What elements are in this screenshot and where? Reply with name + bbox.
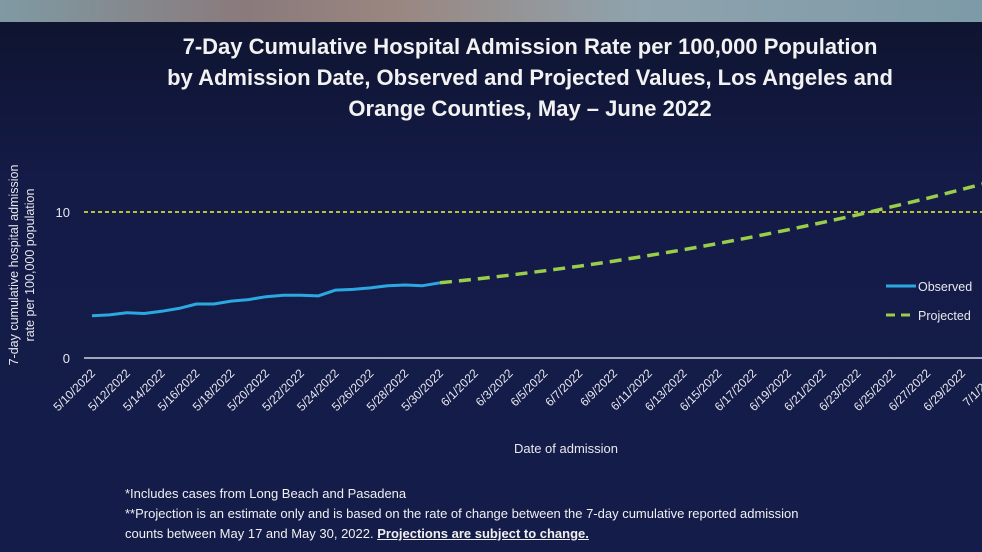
y-axis-label: 7-day cumulative hospital admission rate… [7,165,37,366]
chart-title: 7-Day Cumulative Hospital Admission Rate… [90,31,970,124]
footnote-2: **Projection is an estimate only and is … [125,506,799,521]
series-line-observed [91,281,441,318]
footnote-3-text: counts between May 17 and May 30, 2022. [125,526,378,541]
y-tick-label: 0 [63,351,70,366]
footnote-3-emphasis: Projections are subject to change. [377,526,589,541]
footnotes: *Includes cases from Long Beach and Pasa… [125,484,799,544]
y-tick-label: 10 [56,205,70,220]
title-line-2: by Admission Date, Observed and Projecte… [167,65,893,90]
x-tick-label: 6/5/2022 [508,366,551,409]
title-line-1: 7-Day Cumulative Hospital Admission Rate… [182,34,878,59]
x-axis-label: Date of admission [514,441,618,456]
footnote-3: counts between May 17 and May 30, 2022. … [125,524,799,544]
x-tick-label: 6/7/2022 [542,366,585,409]
slide-background [0,22,982,552]
background-photo-strip [0,0,982,22]
x-tick-label: 6/1/2022 [438,366,481,409]
title-line-3: Orange Counties, May – June 2022 [348,96,712,121]
legend-observed-label: Observed [918,280,972,294]
footnote-1: *Includes cases from Long Beach and Pasa… [125,486,407,501]
y-axis-label-line-2: rate per 100,000 population [23,189,37,342]
x-tick-label: 6/3/2022 [473,366,516,409]
y-axis-label-line-1: 7-day cumulative hospital admission [7,165,21,366]
series-line-projected [439,182,982,285]
legend-projected-label: Projected [918,309,971,323]
legend: Observed Projected [886,280,972,323]
